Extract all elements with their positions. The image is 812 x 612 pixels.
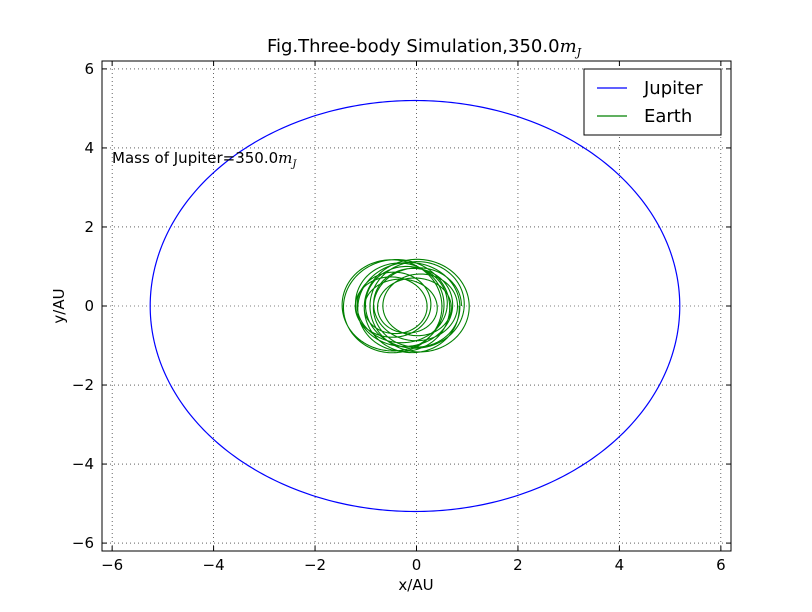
legend: Jupiter Earth (583, 68, 722, 136)
y-tick-label: −6 (72, 534, 94, 552)
y-tick-label: 2 (84, 218, 94, 236)
legend-box (583, 68, 722, 136)
y-axis-label: y/AU (50, 288, 68, 323)
x-tick-label: 2 (513, 556, 523, 574)
series-jupiter-orbit (149, 99, 681, 513)
x-tick-label: 6 (716, 556, 726, 574)
grid-lines (102, 61, 731, 551)
y-tick-label: 6 (84, 60, 94, 78)
x-tick-label: 4 (615, 556, 625, 574)
plot-series (149, 99, 681, 513)
y-tick-label: 0 (84, 297, 94, 315)
legend-label-earth: Earth (644, 106, 692, 127)
y-tick-label: −4 (72, 455, 94, 473)
series-earth-orbit (341, 258, 470, 354)
x-axis-label: x/AU (398, 576, 433, 594)
y-tick-label: −2 (72, 376, 94, 394)
chart-title: Fig.Three-body Simulation,350.0mJ (267, 36, 582, 59)
x-tick-label: −2 (304, 556, 326, 574)
y-tick-label: 4 (84, 139, 94, 157)
x-tick-label: 0 (412, 556, 422, 574)
mass-annotation: Mass of Jupiter=350.0mJ (112, 149, 297, 170)
x-tick-label: −6 (101, 556, 123, 574)
x-tick-label: −4 (203, 556, 225, 574)
axis-ticks: −6 −4 −2 0 2 4 6 −6 −4 −2 0 2 4 6 (72, 60, 731, 574)
legend-label-jupiter: Jupiter (643, 78, 703, 99)
